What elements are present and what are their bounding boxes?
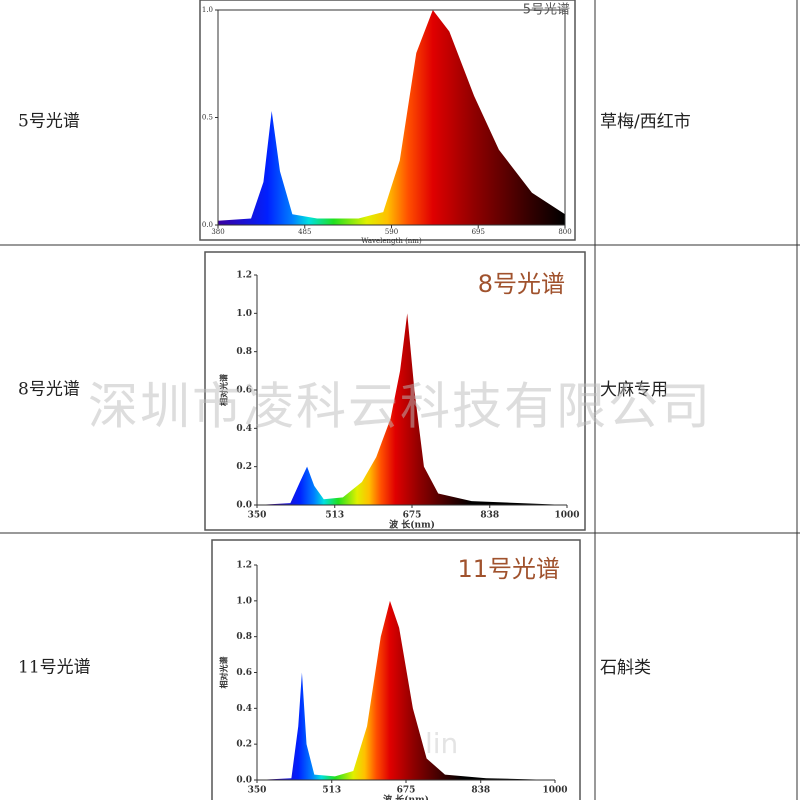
watermark: lin [425,727,458,760]
chart-title: 5号光谱 [523,3,570,18]
y-axis-label: 相对光谱 [219,657,229,689]
y-tick-label: 0.5 [202,114,213,122]
x-tick-label: 838 [471,786,490,796]
x-tick-label: 695 [472,228,485,236]
row-label: 8号光谱 [18,380,80,400]
chart-title: 11号光谱 [457,555,560,583]
spectrum-area [257,600,555,780]
row-use: 大麻专用 [600,380,668,400]
x-tick-label: 380 [211,228,224,236]
y-tick-label: 1.0 [236,596,252,606]
y-tick-label: 0.2 [236,740,252,750]
x-tick-label: 838 [480,511,499,521]
x-tick-label: 350 [248,511,267,521]
row-label: 5号光谱 [18,112,80,132]
x-axis-label: 波 长(nm) [383,794,429,800]
x-tick-label: 590 [385,228,398,236]
y-tick-label: 1.0 [236,309,252,319]
x-tick-label: 350 [248,786,267,796]
y-axis-label: 相对光谱 [219,374,229,406]
y-tick-label: 0.8 [236,347,252,357]
y-tick-label: 0.6 [236,386,252,396]
x-tick-label: 1000 [542,786,567,796]
row-label: 11号光谱 [18,658,91,678]
y-tick-label: 1.2 [236,561,252,571]
x-tick-label: 675 [403,511,422,521]
y-tick-label: 0.4 [236,424,252,434]
row-use: 草梅/西红市 [600,112,691,132]
x-tick-label: 513 [322,786,341,796]
y-tick-label: 1.2 [236,271,252,281]
axis [218,9,566,225]
y-tick-label: 0.0 [202,221,213,229]
x-tick-label: 675 [397,786,416,796]
row-use: 石斛类 [600,658,651,678]
y-tick-label: 0.6 [236,668,252,678]
y-tick-label: 0.4 [236,704,252,714]
x-tick-label: 1000 [554,511,579,521]
spectrum-area [218,10,565,225]
watermark: 深圳市凌科云科技有限公司 [88,378,712,436]
x-tick-label: 513 [325,511,344,521]
y-tick-label: 0.2 [236,462,252,472]
spectrum-area [257,313,567,505]
chart-title: 8号光谱 [478,270,565,298]
x-tick-label: 485 [298,228,311,236]
x-axis-label: 波 长(nm) [389,519,435,531]
y-tick-label: 0.0 [236,501,252,511]
y-tick-label: 0.0 [236,776,252,786]
y-tick-label: 1.0 [202,6,213,14]
x-tick-label: 800 [558,228,571,236]
y-tick-label: 0.8 [236,632,252,642]
x-axis-label: Wavelength (nm) [361,237,422,245]
